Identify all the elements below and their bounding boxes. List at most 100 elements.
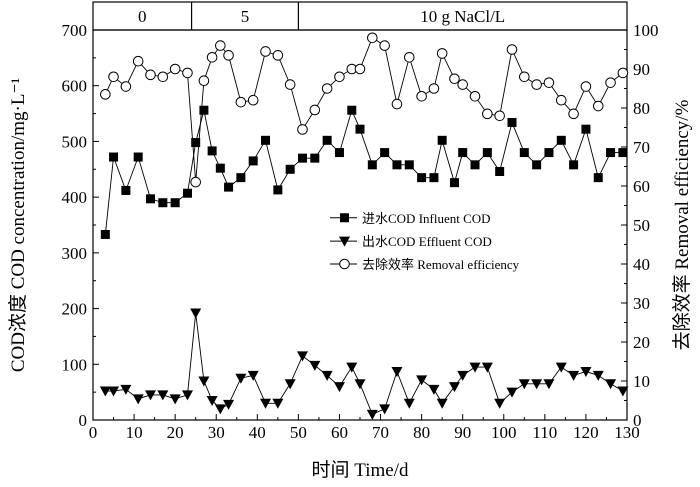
influent-cod-point <box>273 185 283 195</box>
removal-efficiency-point <box>321 83 333 94</box>
influent-cod-point <box>261 135 271 145</box>
influent-cod-point <box>544 148 554 158</box>
legend-label-influent: 进水COD Influent COD <box>362 211 491 226</box>
x-tick-label: 40 <box>249 423 266 442</box>
removal-efficiency-point <box>543 77 555 88</box>
influent-cod-point <box>182 188 192 198</box>
influent-cod-point <box>470 160 480 170</box>
removal-efficiency-point <box>297 124 308 135</box>
influent-cod-point <box>507 117 517 127</box>
series-effluent-cod <box>99 308 629 420</box>
removal-efficiency-point <box>198 75 210 86</box>
x-tick-label: 70 <box>372 423 389 442</box>
removal-efficiency-point <box>449 73 460 85</box>
y2-tick-label: 80 <box>633 99 650 118</box>
influent-cod-point <box>215 163 225 173</box>
x-tick-label: 110 <box>532 423 557 442</box>
series-influent-cod <box>100 105 628 239</box>
effluent-cod-point <box>260 398 272 409</box>
removal-efficiency-point <box>120 81 132 92</box>
influent-cod-point <box>199 105 209 115</box>
influent-cod-point <box>170 198 180 208</box>
x-tick-label: 30 <box>208 423 225 442</box>
influent-cod-point <box>482 148 492 158</box>
effluent-cod-point <box>247 370 259 381</box>
effluent-cod-point <box>481 362 493 373</box>
salinity-band-row: 0 5 10 g NaCl/L <box>92 1 628 31</box>
x-tick-label: 100 <box>491 423 517 442</box>
y2-tick-label: 40 <box>633 255 650 274</box>
effluent-cod-point <box>391 367 403 378</box>
influent-cod-point <box>248 156 258 166</box>
effluent-cod-point <box>198 376 210 387</box>
removal-efficiency-point <box>555 94 567 106</box>
band-label: 0 <box>138 7 147 26</box>
effluent-cod-point <box>157 390 169 401</box>
legend: 进水COD Influent COD 出水COD Effluent COD 去除… <box>330 211 520 272</box>
effluent-cod-point <box>346 362 358 373</box>
influent-cod-point <box>449 178 459 188</box>
removal-efficiency-point <box>334 71 345 83</box>
removal-efficiency-point <box>580 81 592 92</box>
influent-cod-point <box>236 173 246 183</box>
band-frame <box>92 1 628 31</box>
y-axis-title: COD浓度 COD concentration/mg·L⁻¹ <box>7 78 29 373</box>
influent-cod-point <box>322 135 332 145</box>
influent-cod-line <box>104 108 623 235</box>
influent-cod-point <box>224 182 234 192</box>
removal-efficiency-point <box>391 98 403 110</box>
removal-efficiency-point <box>284 79 296 90</box>
influent-cod-point <box>367 160 377 170</box>
plot-frame <box>92 29 628 421</box>
y-tick-label: 700 <box>62 21 88 40</box>
removal-efficiency-point <box>132 55 144 67</box>
effluent-cod-point <box>605 379 617 390</box>
effluent-cod-point <box>506 387 518 398</box>
legend-label-effluent: 出水COD Effluent COD <box>362 234 492 249</box>
removal-efficiency-point <box>100 89 111 100</box>
effluent-cod-point <box>379 404 391 415</box>
influent-cod-point <box>121 185 131 195</box>
effluent-cod-point <box>354 379 366 390</box>
effluent-cod-point <box>448 382 460 393</box>
effluent-cod-point <box>145 390 157 401</box>
effluent-cod-point <box>309 360 321 371</box>
effluent-cod-point <box>333 382 345 393</box>
influent-cod-point <box>285 164 295 174</box>
y2-tick-label: 0 <box>633 411 642 430</box>
y-tick-label: 500 <box>62 132 88 151</box>
band-label: 5 <box>241 7 250 26</box>
influent-cod-point <box>100 229 110 239</box>
removal-efficiency-point <box>428 83 440 94</box>
y2-tick-label: 70 <box>633 138 650 157</box>
influent-cod-point <box>618 148 628 158</box>
removal-efficiency-point <box>235 96 247 108</box>
removal-efficiency-point <box>436 48 448 59</box>
effluent-cod-point <box>428 384 440 395</box>
legend-marker <box>339 236 350 247</box>
influent-cod-point <box>495 167 505 177</box>
effluent-cod-point <box>169 394 181 405</box>
influent-cod-point <box>310 153 320 163</box>
removal-efficiency-point <box>519 71 530 83</box>
influent-cod-point <box>437 135 447 145</box>
removal-efficiency-point <box>457 79 468 90</box>
removal-efficiency-point <box>605 77 616 88</box>
y-tick-label: 600 <box>62 77 88 96</box>
influent-cod-point <box>355 124 365 134</box>
effluent-cod-point <box>457 370 469 381</box>
influent-cod-point <box>569 160 579 170</box>
influent-cod-point <box>109 152 119 162</box>
influent-cod-point <box>133 152 143 162</box>
removal-efficiency-point <box>206 52 218 63</box>
influent-cod-point <box>519 148 529 158</box>
influent-cod-point <box>532 160 542 170</box>
influent-cod-point <box>207 146 217 156</box>
series-layer <box>99 32 629 420</box>
influent-cod-point <box>392 160 402 170</box>
effluent-cod-point <box>132 394 144 405</box>
influent-cod-point <box>380 148 390 158</box>
legend-item-effluent: 出水COD Effluent COD <box>330 234 492 249</box>
removal-efficiency-point <box>215 40 226 51</box>
x-tick-label: 130 <box>614 423 640 442</box>
